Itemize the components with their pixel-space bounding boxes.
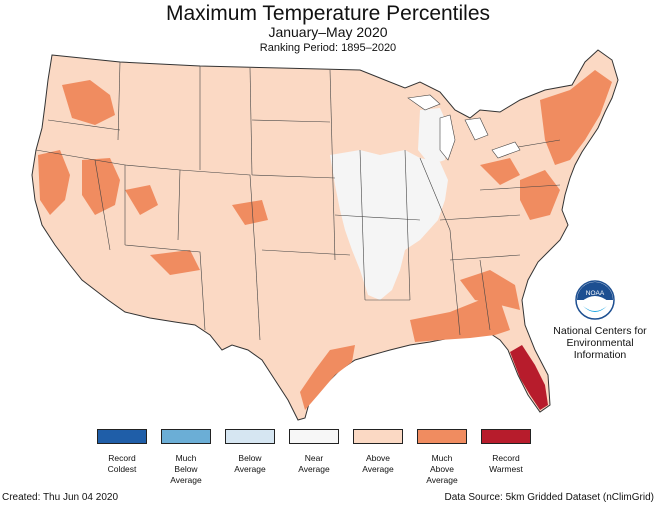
legend-label: Record Coldest — [107, 453, 137, 474]
legend-item: Much Below Average — [156, 429, 216, 486]
legend-swatch — [161, 429, 211, 444]
much-above-average-areas — [38, 70, 612, 410]
legend-label: Near Average — [298, 453, 330, 474]
legend-item: Below Average — [220, 429, 280, 475]
legend-label: Much Above Average — [426, 453, 458, 485]
legend: Record Coldest Much Below Average Below Av… — [92, 429, 562, 489]
legend-swatch — [481, 429, 531, 444]
noaa-logo-icon: NOAA — [575, 280, 615, 320]
legend-item: Much Above Average — [412, 429, 472, 486]
state-borders — [35, 61, 561, 341]
legend-swatch — [353, 429, 403, 444]
map-subtitle: January–May 2020 — [268, 24, 388, 40]
legend-label: Record Warmest — [489, 453, 523, 474]
record-warmest-florida — [510, 345, 548, 410]
created-date: Created: Thu Jun 04 2020 — [2, 492, 119, 503]
map-title: Maximum Temperature Percentiles — [165, 2, 491, 25]
legend-label: Below Average — [234, 453, 266, 474]
near-average-midwest — [330, 150, 448, 300]
legend-item: Near Average — [284, 429, 344, 475]
legend-item: Record Coldest — [92, 429, 152, 475]
legend-swatch — [97, 429, 147, 444]
legend-item: Record Warmest — [476, 429, 536, 475]
great-lakes — [407, 94, 521, 161]
organization-name: National Centers for Environmental Infor… — [553, 325, 647, 361]
legend-swatch — [225, 429, 275, 444]
legend-label: Much Below Average — [170, 453, 202, 485]
data-source: Data Source: 5km Gridded Dataset (nClimG… — [444, 492, 654, 503]
legend-swatch — [417, 429, 467, 444]
legend-swatch — [289, 429, 339, 444]
ranking-period: Ranking Period: 1895–2020 — [259, 42, 397, 54]
legend-label: Above Average — [362, 453, 394, 474]
noaa-logo-text: NOAA — [586, 290, 605, 297]
legend-item: Above Average — [348, 429, 408, 475]
